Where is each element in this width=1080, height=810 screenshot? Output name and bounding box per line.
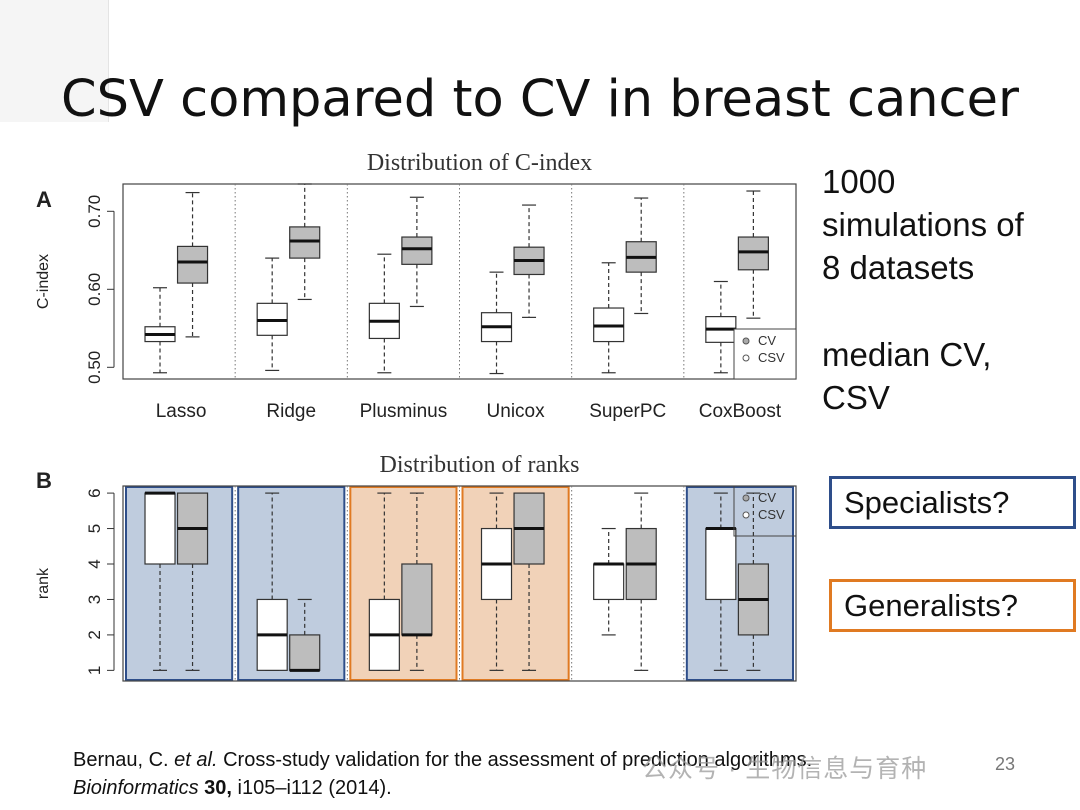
box-cv-ridge — [256, 492, 288, 671]
y-tick-label: 3 — [85, 595, 104, 604]
category-label-superpc: SuperPC — [589, 401, 666, 422]
legend-label-cv: CV — [758, 490, 776, 505]
box-cv-superpc — [593, 262, 625, 374]
box-iqr — [593, 563, 625, 601]
box-csv-coxboost — [737, 190, 769, 319]
page-number: 23 — [995, 754, 1016, 774]
citation-volume: 30, — [204, 777, 232, 799]
chart-title: Distribution of C-index — [367, 150, 592, 176]
box-csv-superpc — [625, 197, 657, 315]
category-label-unicox: Unicox — [487, 401, 546, 422]
citation-pages: i105–i112 (2014). — [231, 777, 392, 799]
box-iqr — [176, 245, 209, 284]
box-cv-lasso — [144, 491, 176, 671]
y-tick-label: 2 — [85, 630, 104, 639]
y-tick-label: 0.70 — [85, 195, 104, 228]
legend-label-csv: CSV — [758, 507, 785, 522]
legend-marker-csv — [742, 354, 750, 362]
side-line: 8 datasets — [822, 249, 975, 286]
box-cv-superpc — [593, 527, 625, 636]
category-label-ridge: Ridge — [266, 401, 316, 422]
panel-label: B — [36, 468, 52, 493]
slide-title: CSV compared to CV in breast cancer — [61, 70, 1019, 129]
box-iqr — [737, 236, 769, 271]
box-csv-ridge — [289, 183, 321, 301]
box-csv-unicox — [513, 492, 545, 671]
citation: Bernau, C. et al. Cross-study validation… — [73, 746, 812, 802]
box-cv-plusminus — [368, 253, 400, 374]
box-iqr — [289, 226, 321, 259]
y-tick-label: 6 — [85, 488, 104, 497]
box-csv-unicox — [513, 204, 545, 318]
legend-marker-csv — [742, 511, 750, 519]
side-text-median: median CV, CSV — [822, 333, 991, 419]
box-csv-lasso — [176, 191, 209, 338]
box-iqr — [289, 634, 321, 671]
side-line: 1000 — [822, 163, 896, 200]
box-iqr — [401, 563, 433, 636]
side-line: simulations of — [822, 206, 1024, 243]
y-axis-label: C-index — [35, 254, 52, 309]
legend-marker-cv — [742, 337, 750, 345]
box-cv-plusminus — [368, 492, 400, 671]
legend-marker-cv — [742, 494, 750, 502]
box-cv-ridge — [256, 257, 288, 372]
citation-line-2: Bioinformatics 30, i105–i112 (2014). — [73, 774, 812, 802]
side-text-simulations: 1000 simulations of 8 datasets — [822, 160, 1024, 289]
citation-etal: et al. — [174, 749, 218, 771]
citation-title: Cross-study validation for the assessmen… — [217, 749, 813, 771]
box-cv-lasso — [144, 287, 176, 374]
category-label-lasso: Lasso — [156, 401, 207, 422]
generalists-box: Generalists? — [829, 579, 1076, 632]
box-cv-coxboost — [705, 280, 737, 374]
category-label-coxboost: CoxBoost — [699, 401, 782, 422]
y-axis-label: rank — [35, 567, 52, 599]
panel-label: A — [36, 187, 52, 212]
legend-box — [733, 328, 797, 380]
box-iqr — [705, 527, 737, 601]
box-cv-unicox — [480, 492, 513, 671]
box-cv-coxboost — [705, 492, 737, 671]
y-tick-label: 5 — [85, 524, 104, 533]
box-csv-plusminus — [401, 196, 433, 308]
legend-label-cv: CV — [758, 333, 776, 348]
box-csv-coxboost — [737, 492, 769, 671]
citation-journal: Bioinformatics — [73, 777, 199, 799]
citation-line-1: Bernau, C. et al. Cross-study validation… — [73, 746, 812, 774]
box-cv-unicox — [480, 271, 513, 375]
category-label-plusminus: Plusminus — [360, 401, 448, 422]
figure-boxplots: Distribution of C-index A 0.50 0.60 0.70 C-in… — [35, 150, 797, 682]
legend-label-csv: CSV — [758, 350, 785, 365]
side-line: median CV, — [822, 336, 992, 373]
watermark: 公众号 · 生物信息与育种 — [642, 755, 928, 783]
y-tick-label: 4 — [85, 559, 104, 568]
box-iqr — [144, 492, 176, 565]
y-tick-label: 0.50 — [85, 351, 104, 384]
chart-title: Distribution of ranks — [380, 452, 580, 478]
legend-box — [733, 485, 797, 537]
y-tick-label: 0.60 — [85, 273, 104, 306]
citation-authors: Bernau, C. — [73, 749, 175, 771]
corner-placeholder — [0, 0, 109, 122]
box-csv-plusminus — [401, 492, 433, 671]
box-csv-superpc — [625, 492, 657, 671]
y-tick-label: 1 — [85, 666, 104, 675]
box-csv-ridge — [289, 598, 321, 672]
box-iqr — [401, 236, 433, 265]
specialists-box: Specialists? — [829, 476, 1076, 529]
box-csv-lasso — [176, 492, 209, 671]
side-line: CSV — [822, 379, 890, 416]
